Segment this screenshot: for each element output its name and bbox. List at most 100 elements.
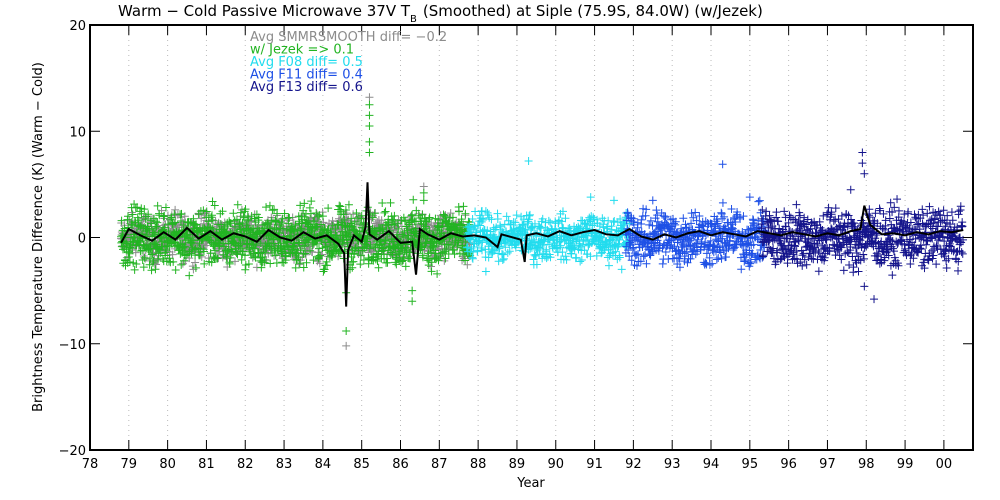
grid-lines (128, 25, 945, 450)
data-point (693, 247, 702, 256)
data-point (922, 240, 931, 249)
data-point (370, 209, 379, 218)
legend-entry: w/ Jezek => 0.1 (250, 43, 354, 58)
data-point (885, 214, 894, 223)
data-point (523, 219, 532, 228)
data-point (140, 253, 149, 262)
data-point (933, 222, 942, 231)
data-point (835, 243, 844, 252)
data-point (149, 256, 158, 265)
data-point (265, 201, 274, 210)
data-point (783, 259, 792, 268)
data-point (315, 259, 324, 268)
data-point (682, 248, 691, 257)
data-point (525, 211, 534, 220)
x-tick-label: 97 (819, 457, 836, 472)
data-point (944, 254, 953, 263)
data-point (901, 244, 910, 253)
data-point (199, 206, 208, 215)
data-point (934, 207, 943, 216)
data-point (123, 212, 132, 221)
data-point (427, 248, 436, 257)
data-point (532, 260, 541, 269)
data-point (871, 234, 880, 243)
data-point (542, 245, 551, 254)
x-tick-label: 89 (509, 457, 526, 472)
data-point (179, 256, 188, 265)
data-point (296, 201, 305, 210)
data-point (671, 217, 680, 226)
data-point (378, 198, 387, 207)
data-point (335, 201, 344, 210)
data-point (446, 209, 455, 218)
data-point (535, 222, 544, 231)
data-point (365, 100, 374, 109)
y-tick-label: −20 (59, 444, 86, 459)
data-point (751, 233, 760, 242)
data-point (483, 208, 492, 217)
data-point (232, 215, 241, 224)
data-point (189, 236, 198, 245)
data-point (802, 260, 811, 269)
data-point (365, 93, 374, 102)
data-point (792, 200, 801, 209)
data-point (356, 251, 365, 260)
data-point (913, 220, 922, 229)
x-tick-label: 79 (121, 457, 138, 472)
data-point (338, 227, 347, 236)
data-point (784, 218, 793, 227)
data-point (858, 148, 867, 157)
data-point (494, 249, 503, 258)
data-point (377, 240, 386, 249)
data-point (155, 211, 164, 220)
data-point (481, 267, 490, 276)
data-point (177, 209, 186, 218)
x-tick-label: 94 (703, 457, 720, 472)
data-point (849, 263, 858, 272)
data-point (511, 243, 520, 252)
data-point (598, 248, 607, 257)
data-point (208, 197, 217, 206)
data-point (917, 245, 926, 254)
legend-entry: Avg F08 diff= 0.5 (250, 55, 363, 70)
data-point (151, 265, 160, 274)
data-point (425, 227, 434, 236)
data-point (552, 244, 561, 253)
data-point (250, 244, 259, 253)
data-point (529, 235, 538, 244)
data-point (151, 224, 160, 233)
data-point (148, 250, 157, 259)
data-point (936, 210, 945, 219)
data-point (904, 207, 913, 216)
data-point (718, 160, 727, 169)
data-point (717, 254, 726, 263)
data-point (142, 240, 151, 249)
data-point (925, 202, 934, 211)
data-point (148, 258, 157, 267)
data-point (839, 223, 848, 232)
data-point (941, 247, 950, 256)
data-point (239, 247, 248, 256)
data-point (422, 222, 431, 231)
data-point (144, 210, 153, 219)
data-point (718, 198, 727, 207)
data-point (289, 219, 298, 228)
data-point (463, 260, 472, 269)
x-tick-label: 86 (392, 457, 409, 472)
data-point (948, 216, 957, 225)
data-point (380, 237, 389, 246)
data-point (499, 254, 508, 263)
data-point (213, 254, 222, 263)
chart-title-main: Warm − Cold Passive Microwave 37V T (118, 2, 411, 20)
data-point (846, 242, 855, 251)
data-point (687, 219, 696, 228)
x-tick-label: 78 (82, 457, 99, 472)
data-point (632, 250, 641, 259)
data-point (758, 205, 767, 214)
data-point (377, 224, 386, 233)
data-point (418, 210, 427, 219)
data-point (599, 223, 608, 232)
data-point (906, 259, 915, 268)
data-point (954, 257, 963, 266)
data-point (143, 224, 152, 233)
